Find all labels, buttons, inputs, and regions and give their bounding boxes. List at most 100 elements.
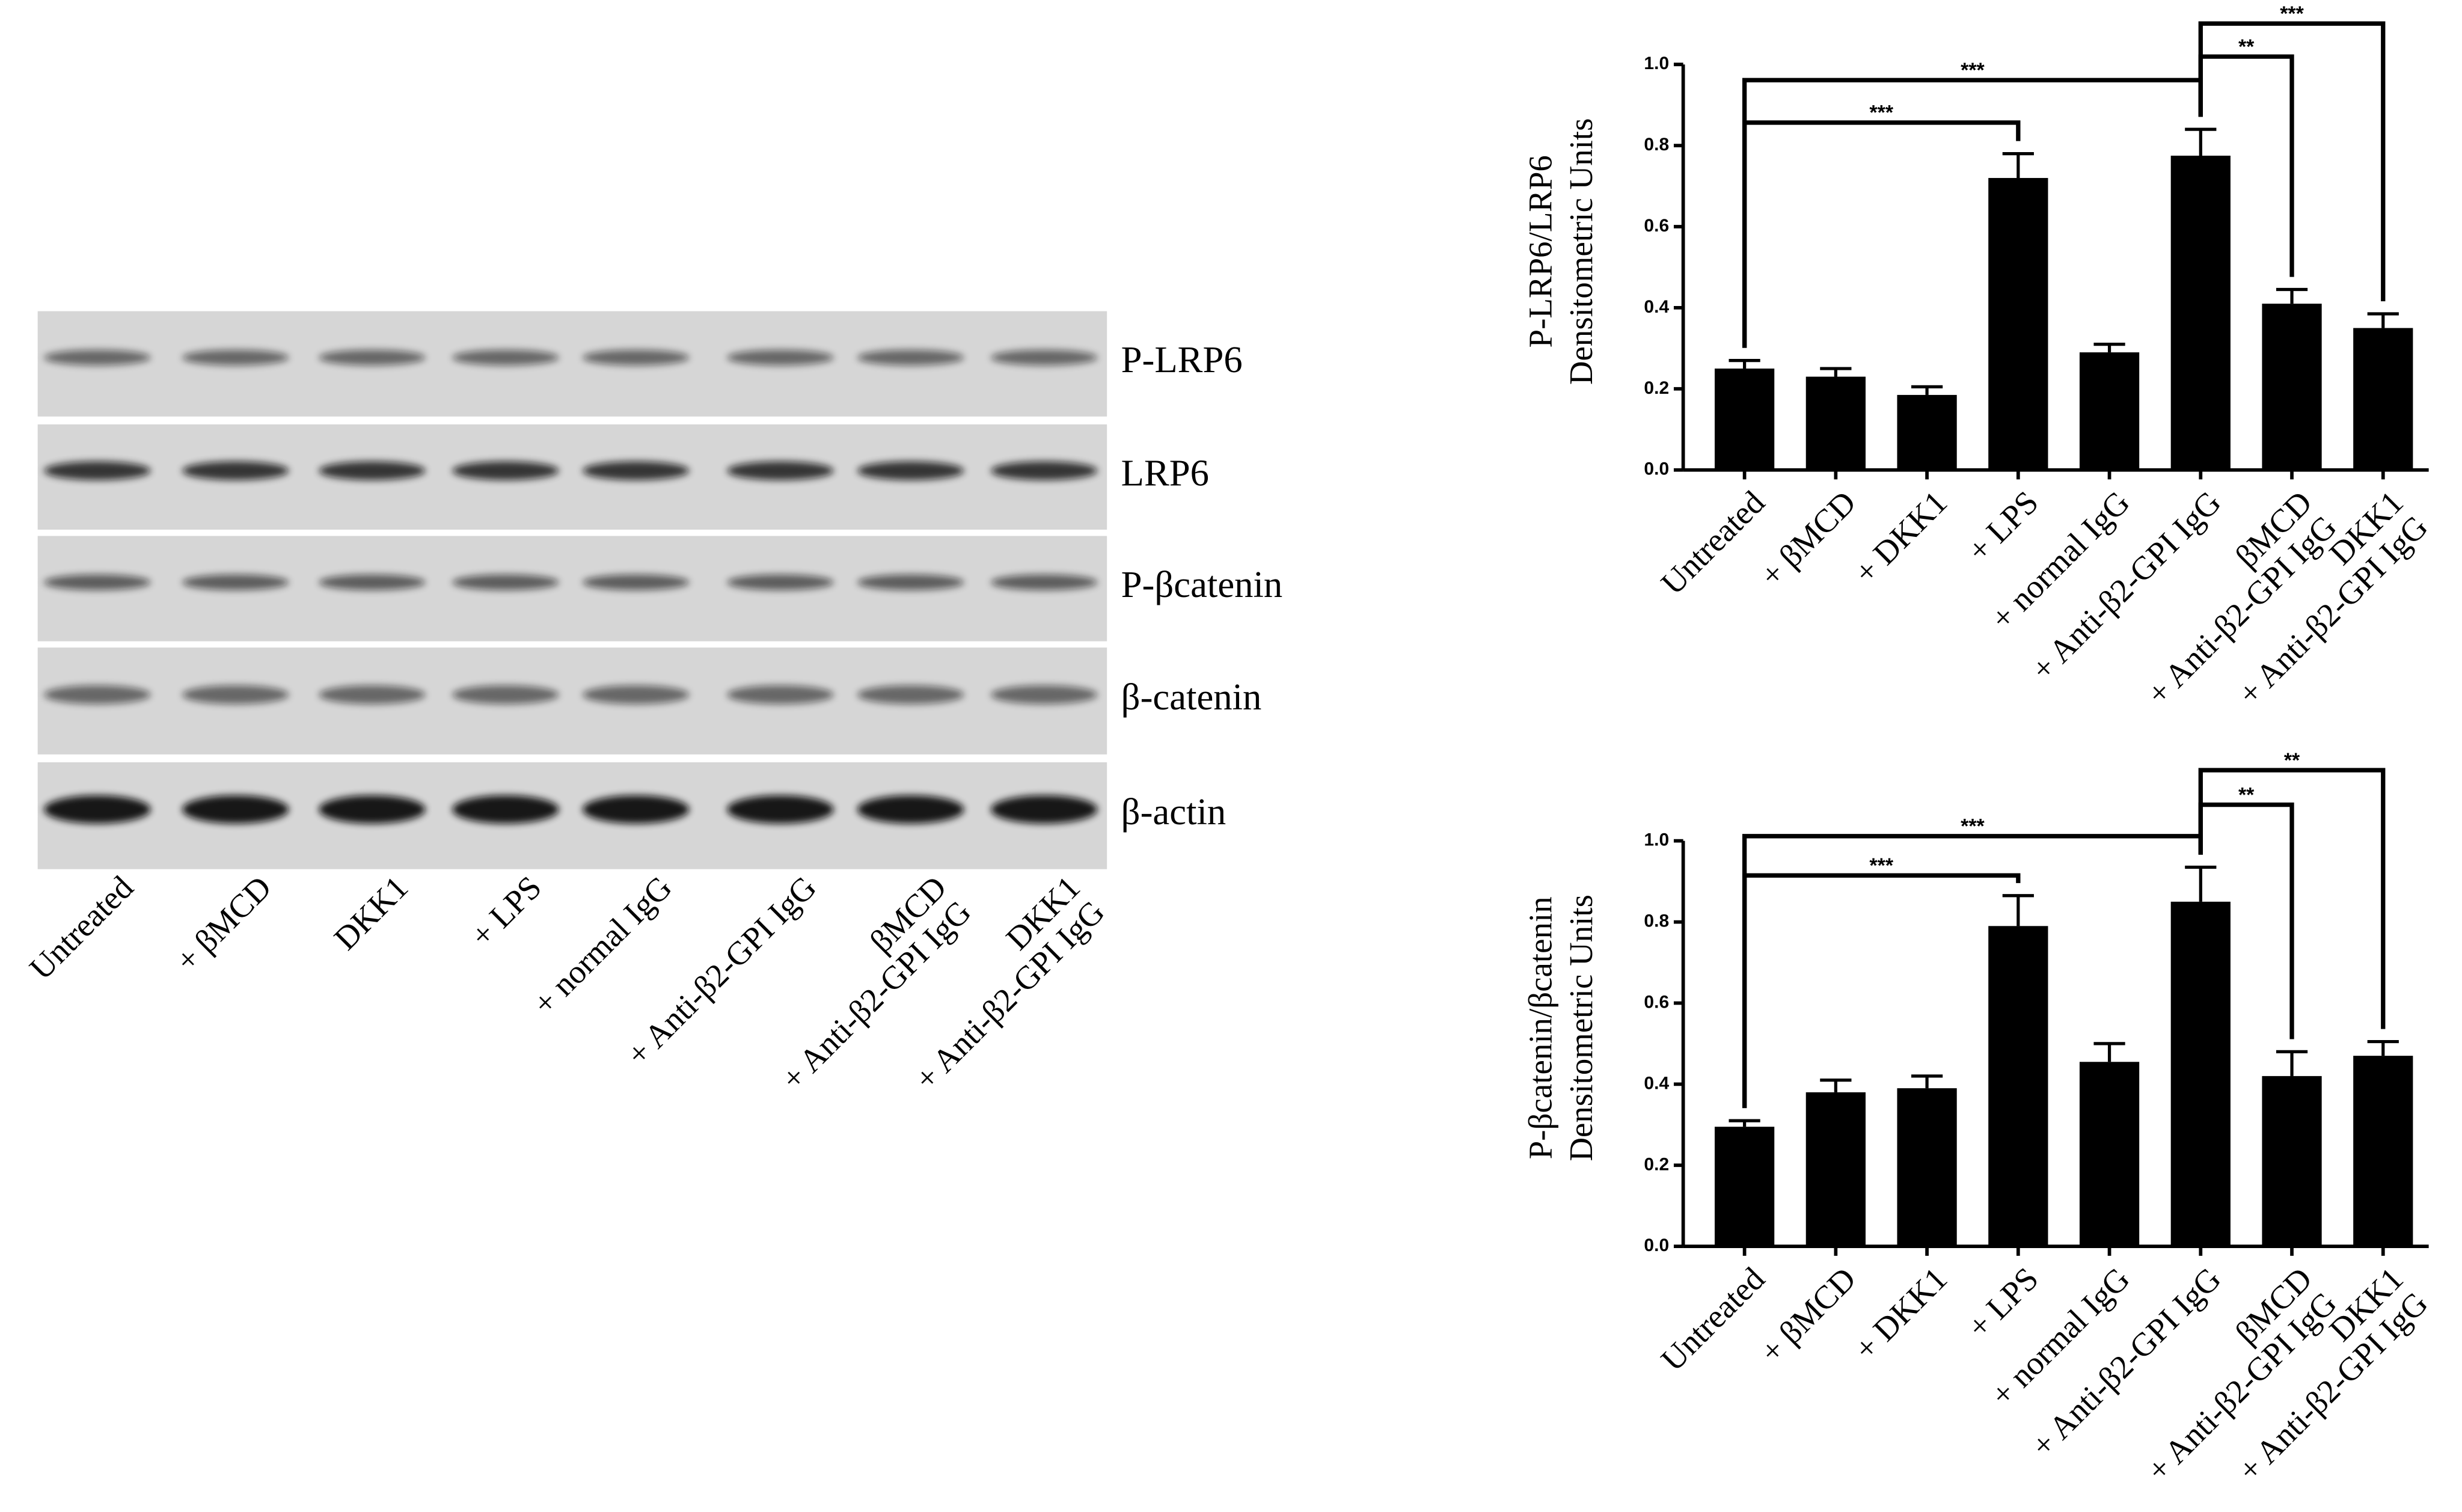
blot-band bbox=[990, 574, 1098, 590]
y-axis-title: P-LRP6/LRP6 Densitometric Units bbox=[1522, 118, 1599, 385]
blot-band bbox=[727, 795, 834, 824]
x-tick-label: + DKK1 bbox=[1847, 1260, 1954, 1367]
blot-band bbox=[319, 795, 426, 824]
y-tick-label: 1.0 bbox=[1644, 54, 1669, 73]
significance-label: *** bbox=[1869, 854, 1893, 877]
bar bbox=[2262, 1076, 2322, 1247]
blot-band bbox=[44, 461, 151, 480]
bar bbox=[2079, 1062, 2140, 1247]
blot-band bbox=[857, 574, 964, 590]
blot-band bbox=[582, 685, 690, 705]
bar bbox=[2079, 352, 2140, 470]
x-tick-label: + LPS bbox=[1960, 484, 2045, 569]
bar bbox=[1715, 369, 1775, 470]
x-tick-label: βMCD+ Anti-β2-GPI IgG bbox=[2115, 1260, 2343, 1489]
blot-row-label: β-catenin bbox=[1121, 676, 1262, 718]
blot-band bbox=[582, 574, 690, 590]
bar bbox=[1805, 376, 1866, 470]
y-tick-label: 1.0 bbox=[1644, 830, 1669, 850]
blot-band bbox=[182, 349, 289, 366]
y-tick-label: 0.2 bbox=[1644, 1154, 1669, 1174]
blot-band bbox=[44, 795, 151, 824]
x-tick-label: Untreated bbox=[1654, 1260, 1772, 1378]
bar bbox=[1897, 394, 1957, 470]
significance-label: ** bbox=[2238, 35, 2255, 58]
blot-band bbox=[582, 795, 690, 824]
blot-band bbox=[990, 349, 1098, 366]
bar bbox=[2353, 1056, 2413, 1247]
blot-band bbox=[727, 349, 834, 366]
blot-lane-label: Untreated bbox=[22, 869, 140, 987]
significance-bracket bbox=[1742, 120, 2021, 348]
y-axis-title: P-βcatenin/βcatenin Densitometric Units bbox=[1522, 895, 1599, 1162]
blot-lane-label: + βMCD bbox=[168, 869, 278, 979]
bar-chart: P-LRP6/LRP6 Densitometric Units 0.0 0.2 0.4 0… bbox=[1522, 2, 2434, 712]
bar bbox=[2170, 155, 2231, 470]
blot-band bbox=[182, 685, 289, 705]
x-tick-label: + βMCD bbox=[1753, 484, 1863, 594]
blot-band bbox=[990, 685, 1098, 705]
blot-band bbox=[319, 685, 426, 705]
blot-band bbox=[452, 685, 559, 705]
x-tick-label: + LPS bbox=[1960, 1260, 2045, 1345]
blot-band bbox=[452, 349, 559, 366]
blot-row-label: P-LRP6 bbox=[1121, 339, 1243, 381]
blot-band bbox=[727, 574, 834, 590]
blot-band bbox=[857, 795, 964, 824]
bar bbox=[1897, 1088, 1957, 1247]
blot-band bbox=[990, 795, 1098, 824]
bar bbox=[2262, 304, 2322, 470]
blot-band bbox=[582, 349, 690, 366]
blot-band bbox=[857, 461, 964, 480]
y-tick-label: 0.8 bbox=[1644, 911, 1669, 931]
significance-label: *** bbox=[1961, 815, 1985, 838]
bar bbox=[1988, 926, 2048, 1247]
significance-label: *** bbox=[1869, 102, 1893, 124]
y-tick-label: 0.4 bbox=[1644, 297, 1669, 317]
bar bbox=[1988, 178, 2048, 470]
blot-band bbox=[727, 685, 834, 705]
y-tick-label: 0.6 bbox=[1644, 992, 1669, 1012]
blot-band bbox=[44, 685, 151, 705]
y-tick-label: 0.6 bbox=[1644, 216, 1669, 236]
blot-band bbox=[182, 795, 289, 824]
blot-band bbox=[182, 574, 289, 590]
blot-lane-label: DKK1 bbox=[327, 869, 415, 957]
blot-band bbox=[319, 461, 426, 480]
blot-band bbox=[182, 461, 289, 480]
significance-label: ** bbox=[2238, 783, 2255, 806]
significance-bracket bbox=[2198, 21, 2386, 302]
blot-panel bbox=[37, 536, 1107, 641]
bar bbox=[2353, 328, 2413, 470]
significance-label: ** bbox=[2284, 749, 2300, 772]
blot-band bbox=[319, 574, 426, 590]
blot-panel bbox=[37, 311, 1107, 417]
blot-band bbox=[44, 574, 151, 590]
blot-row-label: P-βcatenin bbox=[1121, 563, 1283, 605]
significance-bracket bbox=[1742, 873, 2021, 1109]
x-tick-label: + DKK1 bbox=[1847, 484, 1954, 591]
blot-band bbox=[319, 349, 426, 366]
x-tick-label: + βMCD bbox=[1753, 1260, 1863, 1370]
blot-band bbox=[44, 349, 151, 366]
significance-bracket bbox=[2198, 768, 2386, 1029]
y-tick-label: 0.2 bbox=[1644, 378, 1669, 398]
blot-band bbox=[990, 461, 1098, 480]
bar-chart: P-βcatenin/βcatenin Densitometric Units 0.… bbox=[1522, 749, 2434, 1489]
x-tick-label: βMCD+ Anti-β2-GPI IgG bbox=[2115, 484, 2343, 712]
blot-band bbox=[452, 574, 559, 590]
blot-band bbox=[857, 685, 964, 705]
blot-band bbox=[857, 349, 964, 366]
blot-band bbox=[452, 795, 559, 824]
bar bbox=[1805, 1092, 1866, 1247]
x-tick-label: Untreated bbox=[1654, 484, 1772, 602]
significance-label: *** bbox=[1961, 59, 1985, 82]
blot-lane-label: + LPS bbox=[464, 869, 548, 954]
blot-band bbox=[452, 461, 559, 480]
y-tick-label: 0.0 bbox=[1644, 459, 1669, 479]
significance-label: *** bbox=[2280, 2, 2304, 25]
y-tick-label: 0.4 bbox=[1644, 1073, 1669, 1093]
blot-lane-label: + normal IgG bbox=[525, 869, 678, 1022]
